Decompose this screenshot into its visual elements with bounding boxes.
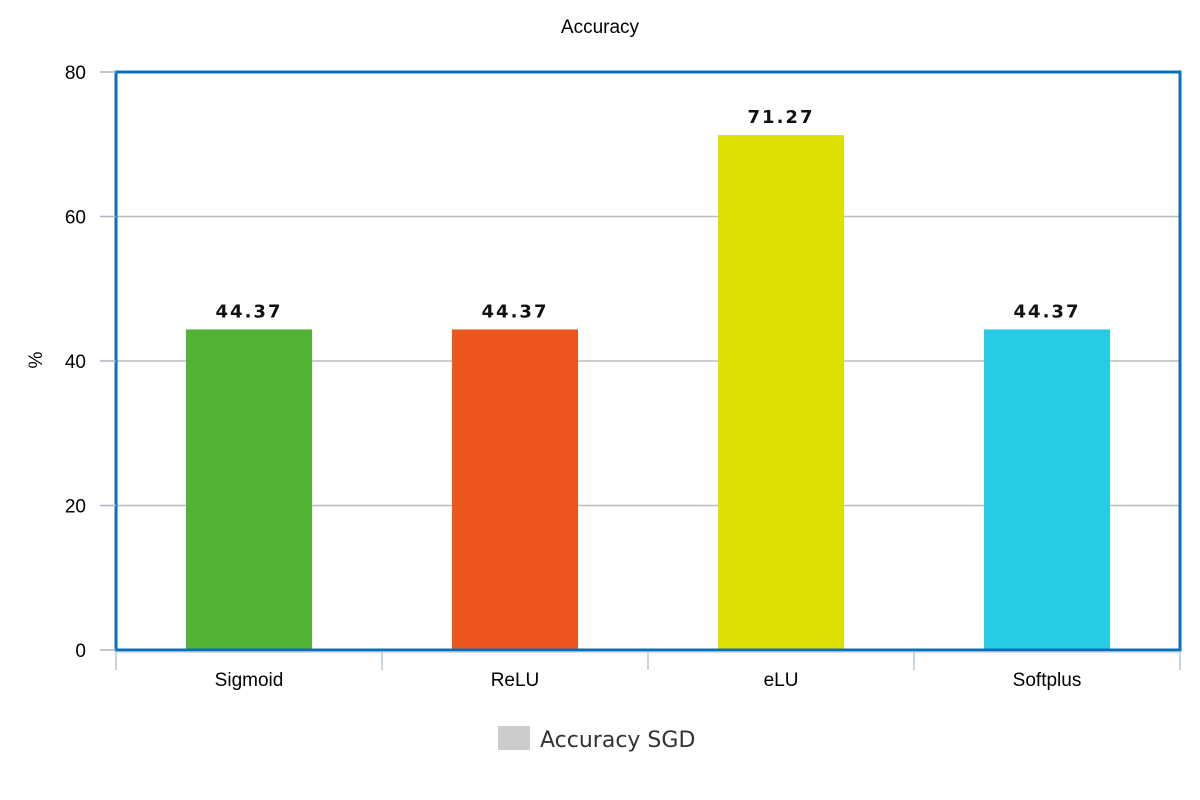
y-tick-label: 20 xyxy=(65,497,86,518)
x-tick-label: ReLU xyxy=(491,670,540,691)
y-axis-ticks: 0 20 40 60 80 xyxy=(65,63,116,662)
x-tick-label: Softplus xyxy=(1013,670,1082,691)
y-tick-label: 0 xyxy=(75,641,86,662)
legend-label: Accuracy SGD xyxy=(540,728,695,753)
x-tick-label: Sigmoid xyxy=(215,670,284,691)
data-label: 71.27 xyxy=(748,107,815,128)
x-axis-ticks: Sigmoid ReLU eLU Softplus xyxy=(115,651,1181,691)
bar[interactable] xyxy=(984,329,1110,650)
chart-title: Accuracy xyxy=(561,17,640,38)
data-label: 44.37 xyxy=(1014,301,1081,322)
bars xyxy=(186,135,1110,651)
y-tick-label: 40 xyxy=(65,352,86,373)
bar[interactable] xyxy=(186,329,312,650)
y-tick-label: 80 xyxy=(65,63,86,84)
y-axis-label: % xyxy=(26,351,47,368)
legend[interactable]: Accuracy SGD xyxy=(498,726,695,753)
x-tick-label: eLU xyxy=(764,670,799,691)
bar[interactable] xyxy=(452,329,578,650)
data-label: 44.37 xyxy=(482,301,549,322)
bar[interactable] xyxy=(718,135,844,651)
y-tick-label: 60 xyxy=(65,208,86,229)
data-labels: 44.37 44.37 71.27 44.37 xyxy=(216,107,1081,322)
legend-swatch xyxy=(498,726,530,750)
data-label: 44.37 xyxy=(216,301,283,322)
